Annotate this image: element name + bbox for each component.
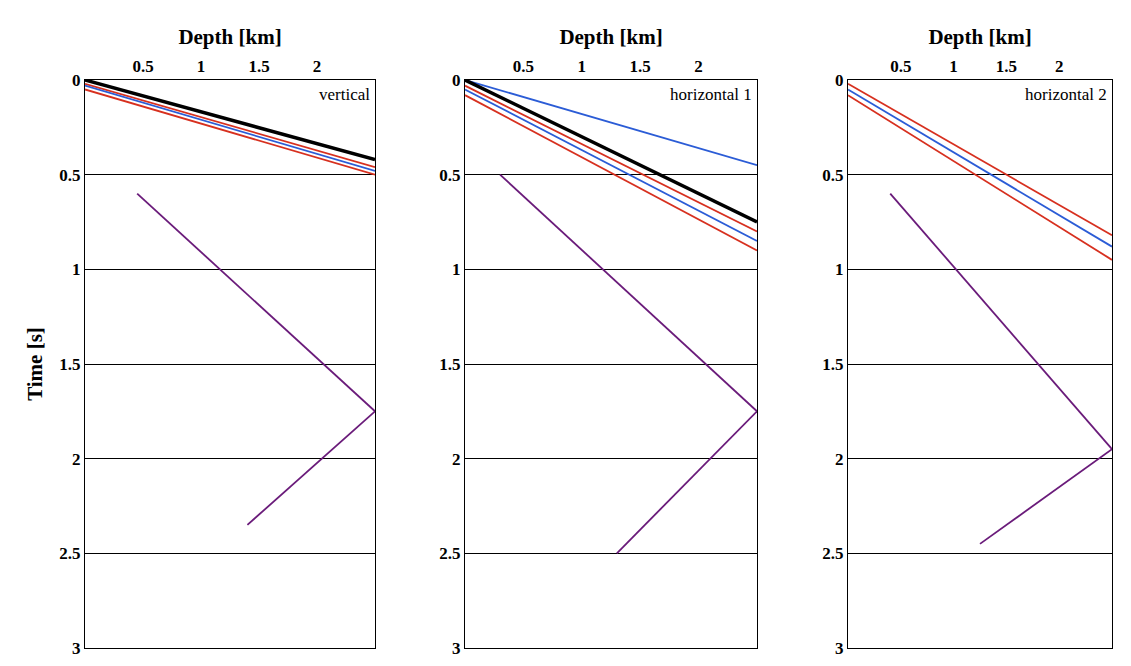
svg-text:2: 2 [835, 450, 844, 469]
svg-text:Depth [km]: Depth [km] [178, 25, 281, 49]
svg-text:0: 0 [835, 71, 844, 90]
svg-text:Depth [km]: Depth [km] [928, 25, 1031, 49]
svg-text:2.5: 2.5 [822, 544, 843, 563]
svg-text:horizontal 1: horizontal 1 [670, 85, 752, 104]
svg-text:1: 1 [452, 260, 461, 279]
svg-text:1: 1 [949, 57, 958, 76]
svg-text:0.5: 0.5 [439, 166, 460, 185]
svg-text:1.5: 1.5 [630, 57, 651, 76]
svg-text:0: 0 [72, 71, 81, 90]
svg-text:2.5: 2.5 [59, 544, 80, 563]
svg-text:1.5: 1.5 [248, 57, 269, 76]
svg-text:1: 1 [72, 260, 81, 279]
svg-text:2: 2 [313, 57, 322, 76]
svg-text:2: 2 [1055, 57, 1064, 76]
svg-text:0.5: 0.5 [132, 57, 153, 76]
svg-text:1.5: 1.5 [59, 355, 80, 374]
svg-text:1.5: 1.5 [996, 57, 1017, 76]
svg-text:0.5: 0.5 [890, 57, 911, 76]
svg-text:horizontal 2: horizontal 2 [1025, 85, 1107, 104]
svg-text:1.5: 1.5 [822, 355, 843, 374]
svg-text:3: 3 [72, 639, 81, 658]
svg-text:1.5: 1.5 [439, 355, 460, 374]
svg-text:1: 1 [578, 57, 587, 76]
svg-text:2: 2 [72, 450, 81, 469]
svg-text:0.5: 0.5 [513, 57, 534, 76]
svg-text:vertical: vertical [319, 85, 370, 104]
svg-text:2: 2 [452, 450, 461, 469]
svg-text:0: 0 [452, 71, 461, 90]
svg-text:3: 3 [452, 639, 461, 658]
svg-text:2.5: 2.5 [439, 544, 460, 563]
svg-text:1: 1 [835, 260, 844, 279]
svg-text:Time [s]: Time [s] [23, 327, 47, 401]
svg-text:Depth [km]: Depth [km] [559, 25, 662, 49]
svg-text:2: 2 [694, 57, 703, 76]
svg-text:1: 1 [197, 57, 206, 76]
svg-text:0.5: 0.5 [822, 166, 843, 185]
svg-text:0.5: 0.5 [59, 166, 80, 185]
svg-text:3: 3 [835, 639, 844, 658]
